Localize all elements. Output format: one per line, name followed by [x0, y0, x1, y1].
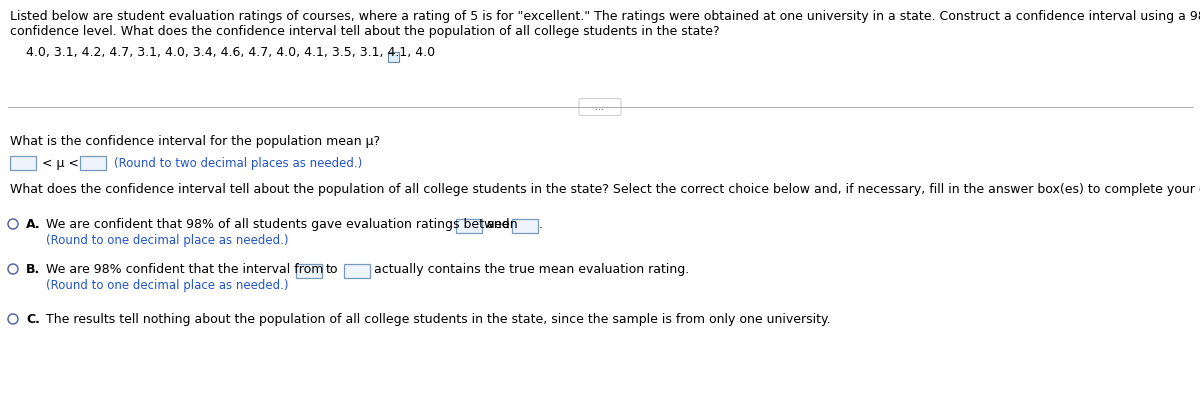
FancyBboxPatch shape [388, 52, 398, 62]
FancyBboxPatch shape [344, 264, 370, 278]
Text: to: to [326, 263, 338, 276]
Text: We are 98% confident that the interval from: We are 98% confident that the interval f… [46, 263, 323, 276]
Text: B.: B. [26, 263, 41, 276]
Text: (Round to one decimal place as needed.): (Round to one decimal place as needed.) [46, 234, 288, 247]
Text: .: . [539, 218, 542, 231]
Text: 4.0, 3.1, 4.2, 4.7, 3.1, 4.0, 3.4, 4.6, 4.7, 4.0, 4.1, 3.5, 3.1, 4.1, 4.0: 4.0, 3.1, 4.2, 4.7, 3.1, 4.0, 3.4, 4.6, … [10, 46, 436, 59]
Text: ...: ... [595, 102, 605, 112]
Text: What is the confidence interval for the population mean μ?: What is the confidence interval for the … [10, 135, 380, 148]
Text: confidence level. What does the confidence interval tell about the population of: confidence level. What does the confiden… [10, 25, 720, 38]
FancyBboxPatch shape [80, 156, 106, 170]
Text: What does the confidence interval tell about the population of all college stude: What does the confidence interval tell a… [10, 183, 1200, 196]
Text: Listed below are student evaluation ratings of courses, where a rating of 5 is f: Listed below are student evaluation rati… [10, 10, 1200, 23]
FancyBboxPatch shape [580, 99, 622, 115]
FancyBboxPatch shape [296, 264, 322, 278]
Text: actually contains the true mean evaluation rating.: actually contains the true mean evaluati… [374, 263, 689, 276]
Text: and: and [486, 218, 510, 231]
FancyBboxPatch shape [10, 156, 36, 170]
Text: (Round to one decimal place as needed.): (Round to one decimal place as needed.) [46, 279, 288, 292]
Text: < μ <: < μ < [38, 156, 83, 170]
FancyBboxPatch shape [456, 219, 482, 233]
Text: The results tell nothing about the population of all college students in the sta: The results tell nothing about the popul… [46, 313, 830, 326]
Text: C.: C. [26, 313, 40, 326]
Text: We are confident that 98% of all students gave evaluation ratings between: We are confident that 98% of all student… [46, 218, 517, 231]
FancyBboxPatch shape [512, 219, 538, 233]
Text: A.: A. [26, 218, 41, 231]
Text: (Round to two decimal places as needed.): (Round to two decimal places as needed.) [114, 156, 362, 170]
